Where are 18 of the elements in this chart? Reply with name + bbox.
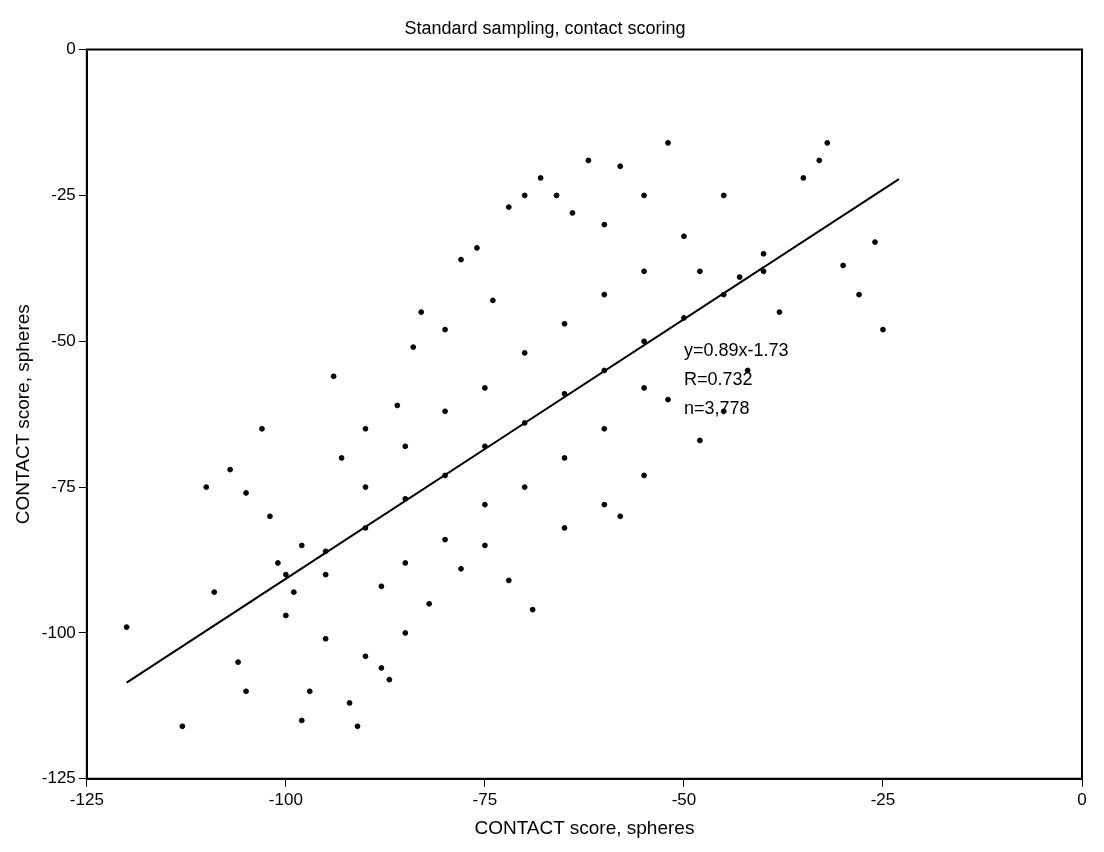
y-tick-label: 0 xyxy=(66,39,76,59)
y-axis-title: CONTACT score, spheres xyxy=(11,304,33,525)
y-tick-label: -125 xyxy=(41,768,76,788)
x-tick-label: -100 xyxy=(268,789,303,809)
y-tick-label: -25 xyxy=(51,185,76,205)
annotation: n=3,778 xyxy=(683,397,750,418)
chart-title: Standard sampling, contact scoring xyxy=(404,17,686,38)
x-tick-label: -75 xyxy=(472,789,498,809)
x-tick-label: -125 xyxy=(69,789,104,809)
x-tick-label: -25 xyxy=(870,789,896,809)
x-tick-label: -50 xyxy=(671,789,697,809)
annotation: R=0.732 xyxy=(683,368,753,389)
y-tick-label: -75 xyxy=(51,476,76,496)
y-tick-label: -100 xyxy=(41,622,76,642)
y-tick-label: -50 xyxy=(51,330,76,350)
annotation: y=0.89x-1.73 xyxy=(683,339,789,360)
x-axis-title: CONTACT score, spheres xyxy=(474,816,695,838)
x-tick-label: 0 xyxy=(1077,789,1087,809)
